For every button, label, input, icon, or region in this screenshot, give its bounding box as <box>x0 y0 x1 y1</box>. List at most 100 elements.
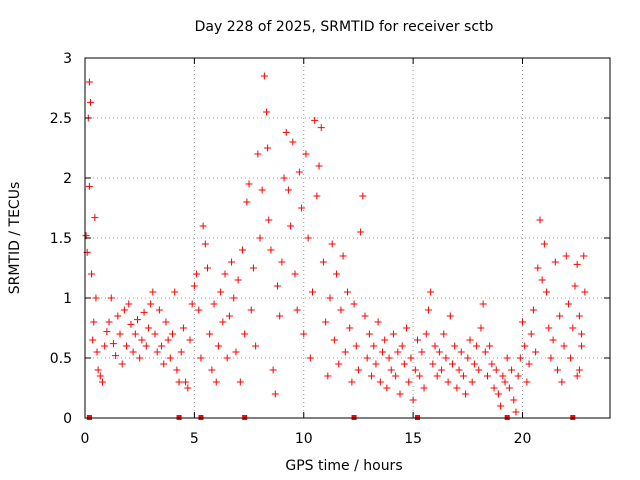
data-point <box>90 318 98 326</box>
data-point <box>376 378 384 386</box>
data-point <box>416 372 424 380</box>
data-point <box>523 378 531 386</box>
data-point <box>313 192 321 200</box>
data-point <box>525 360 533 368</box>
data-point <box>239 246 246 254</box>
data-point <box>359 192 367 200</box>
data-point <box>438 366 446 374</box>
data-point <box>357 228 365 236</box>
data-point <box>92 294 100 302</box>
data-point <box>131 330 139 338</box>
data-point <box>298 204 306 212</box>
data-point <box>536 216 544 224</box>
data-point <box>558 378 566 386</box>
data-point <box>212 378 220 386</box>
data-point <box>339 252 347 260</box>
data-point <box>265 216 273 224</box>
data-point <box>300 330 308 338</box>
data-point <box>508 366 516 374</box>
data-point <box>208 366 216 374</box>
data-point <box>315 162 323 170</box>
data-point <box>311 116 319 124</box>
data-point <box>481 348 489 356</box>
data-point <box>171 288 179 296</box>
data-point <box>368 372 376 380</box>
data-point <box>166 354 174 362</box>
data-point <box>322 318 330 326</box>
data-point <box>400 360 408 368</box>
data-point <box>96 372 104 380</box>
data-point <box>223 354 231 362</box>
data-point <box>155 306 163 314</box>
data-point <box>484 372 491 380</box>
data-point <box>129 348 137 356</box>
data-point <box>348 378 356 386</box>
data-point <box>190 282 198 290</box>
data-point <box>451 342 459 350</box>
data-point <box>197 354 205 362</box>
data-point <box>247 306 255 314</box>
data-point <box>164 336 172 344</box>
data-point <box>304 234 312 242</box>
data-point <box>549 336 557 344</box>
data-point <box>85 78 93 86</box>
data-point <box>114 312 122 320</box>
data-point <box>249 264 257 272</box>
y-tick-label: 2 <box>63 171 72 187</box>
data-point <box>256 234 264 242</box>
data-point <box>264 144 272 152</box>
data-point <box>580 252 588 260</box>
data-point <box>234 276 242 284</box>
data-point <box>545 324 553 332</box>
data-point <box>468 378 476 386</box>
data-point <box>422 330 430 338</box>
data-point <box>575 366 583 374</box>
data-point <box>442 354 450 362</box>
data-point <box>464 354 472 362</box>
data-point <box>252 342 260 350</box>
data-point <box>486 342 494 350</box>
data-point <box>184 384 192 392</box>
y-tick-label: 1 <box>63 291 72 307</box>
data-point <box>497 402 505 410</box>
data-point <box>186 336 194 344</box>
data-point <box>263 108 271 116</box>
data-point <box>466 336 474 344</box>
data-point <box>488 360 496 368</box>
data-point <box>280 174 288 182</box>
data-point <box>217 288 225 296</box>
data-point <box>560 342 568 350</box>
data-point <box>195 306 203 314</box>
data-point <box>149 288 157 296</box>
data-point <box>243 198 251 206</box>
data-point <box>440 330 448 338</box>
data-point <box>287 222 295 230</box>
data-point <box>309 288 316 296</box>
data-point <box>112 352 120 360</box>
data-point <box>153 348 161 356</box>
data-point <box>569 324 577 332</box>
data-point <box>276 312 284 320</box>
data-point <box>225 312 233 320</box>
data-point <box>118 360 126 368</box>
data-point <box>289 138 297 146</box>
data-point <box>398 342 406 350</box>
data-point <box>516 354 524 362</box>
data-point <box>459 372 467 380</box>
chart-title: Day 228 of 2025, SRMTID for receiver sct… <box>195 19 494 35</box>
y-tick-label: 0 <box>63 411 72 427</box>
data-point <box>269 366 277 374</box>
data-point <box>105 318 113 326</box>
data-point <box>221 270 229 278</box>
data-point <box>236 378 244 386</box>
data-point <box>295 168 303 176</box>
data-point <box>326 294 334 302</box>
data-point <box>383 384 391 392</box>
data-point <box>396 390 404 398</box>
data-point <box>175 378 183 386</box>
data-point <box>85 182 93 190</box>
data-point <box>162 318 170 326</box>
data-point <box>490 384 498 392</box>
data-point <box>361 312 369 320</box>
